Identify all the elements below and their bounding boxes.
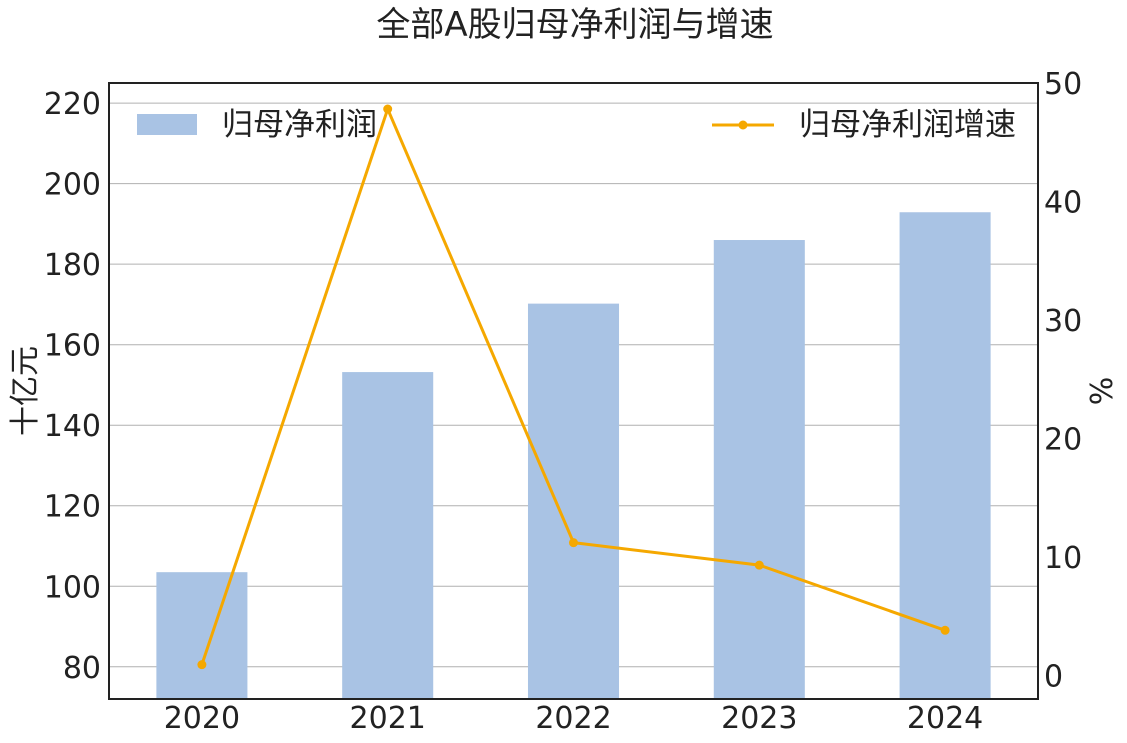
bar	[342, 372, 434, 699]
bar	[527, 303, 620, 699]
right-axis: 0 10 20 30 40 50	[1044, 67, 1082, 694]
bar	[156, 572, 248, 699]
x-tick-label: 2021	[350, 701, 426, 736]
legend-bar-swatch	[137, 114, 197, 135]
x-tick-label: 2024	[907, 701, 983, 736]
legend-bar-label: 归母净利润	[222, 107, 377, 143]
legend-line-label: 归母净利润增速	[799, 107, 1016, 143]
y-tick-label: 140	[44, 409, 101, 444]
chart-title: 全部A股归母净利润与增速	[376, 5, 773, 45]
legend-right: 归母净利润增速	[712, 107, 1016, 143]
left-axis: 80 100 120 140 160 180 200 220	[44, 87, 101, 686]
y-tick-label: 120	[44, 490, 101, 525]
bar	[713, 240, 805, 700]
y2-tick-label: 50	[1044, 67, 1082, 102]
bar	[899, 212, 991, 700]
y-tick-label: 80	[63, 651, 101, 686]
x-axis: 2020 2021 2022 2023 2024	[164, 701, 984, 736]
y-tick-label: 220	[44, 87, 101, 122]
y2-tick-label: 10	[1044, 541, 1082, 576]
y2-tick-label: 40	[1044, 185, 1082, 220]
growth-point	[940, 625, 950, 635]
y2-tick-label: 0	[1044, 659, 1063, 694]
growth-line-layer	[197, 104, 950, 670]
x-tick-label: 2022	[535, 701, 611, 736]
x-tick-label: 2020	[164, 701, 240, 736]
legend-line-marker	[738, 120, 748, 130]
y2-tick-label: 30	[1044, 304, 1082, 339]
y-tick-label: 100	[44, 570, 101, 605]
y-tick-label: 200	[44, 168, 101, 203]
y-tick-label: 160	[44, 329, 101, 364]
y2-tick-label: 20	[1044, 422, 1082, 457]
bars	[156, 212, 991, 700]
growth-point	[383, 104, 393, 114]
growth-point	[754, 560, 764, 570]
right-axis-label: %	[1085, 377, 1120, 406]
x-tick-label: 2023	[721, 701, 797, 736]
y-tick-label: 180	[44, 248, 101, 283]
plot-frame	[108, 82, 1039, 700]
legend-left: 归母净利润	[137, 107, 377, 143]
left-axis-label: 十亿元	[8, 346, 43, 436]
growth-point	[197, 660, 207, 670]
growth-point	[569, 538, 578, 548]
